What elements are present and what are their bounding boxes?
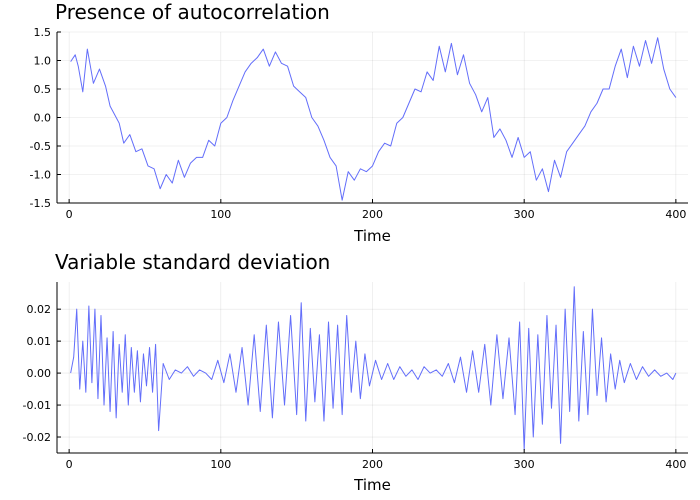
x-tick-label: 300 — [514, 458, 535, 471]
panel-variable-std: Variable standard deviation 0 100 200 300 40… — [23, 250, 688, 494]
tick-group: 0 100 200 300 400 -1.5 -1.0 -0.5 0.0 0.5 1.0 1.5 — [30, 26, 687, 221]
panel-autocorrelation: Presence of autocorrelation 0 100 200 300 40… — [30, 0, 688, 245]
grid-lines — [57, 282, 688, 453]
x-tick-label: 0 — [66, 458, 73, 471]
y-tick-label: -0.01 — [23, 399, 51, 412]
y-tick-label: 0.0 — [34, 112, 52, 125]
x-tick-label: 400 — [665, 208, 686, 221]
grid-lines — [57, 31, 688, 204]
y-tick-label: -0.5 — [30, 140, 51, 153]
x-axis-label: Time — [353, 227, 391, 245]
y-tick-label: -1.5 — [30, 197, 51, 210]
x-tick-label: 100 — [210, 458, 231, 471]
x-tick-label: 100 — [210, 208, 231, 221]
series-line — [70, 286, 677, 451]
x-tick-label: 200 — [362, 458, 383, 471]
series-line — [70, 37, 677, 201]
y-tick-label: 0.02 — [27, 303, 52, 316]
tick-group: 0 100 200 300 400 -0.02 -0.01 0.00 0.01 0.02 — [23, 303, 687, 471]
y-tick-label: 0.5 — [34, 83, 52, 96]
x-tick-label: 300 — [514, 208, 535, 221]
y-tick-label: 0.00 — [27, 367, 52, 380]
y-tick-label: 1.0 — [34, 55, 52, 68]
y-tick-label: -0.02 — [23, 431, 51, 444]
chart-title: Variable standard deviation — [55, 250, 330, 274]
x-axis-label: Time — [353, 476, 391, 494]
chart-title: Presence of autocorrelation — [55, 0, 330, 24]
x-tick-label: 200 — [362, 208, 383, 221]
y-tick-label: -1.0 — [30, 169, 51, 182]
y-tick-label: 0.01 — [27, 335, 52, 348]
x-tick-label: 0 — [66, 208, 73, 221]
x-tick-label: 400 — [665, 458, 686, 471]
y-tick-label: 1.5 — [34, 26, 52, 39]
